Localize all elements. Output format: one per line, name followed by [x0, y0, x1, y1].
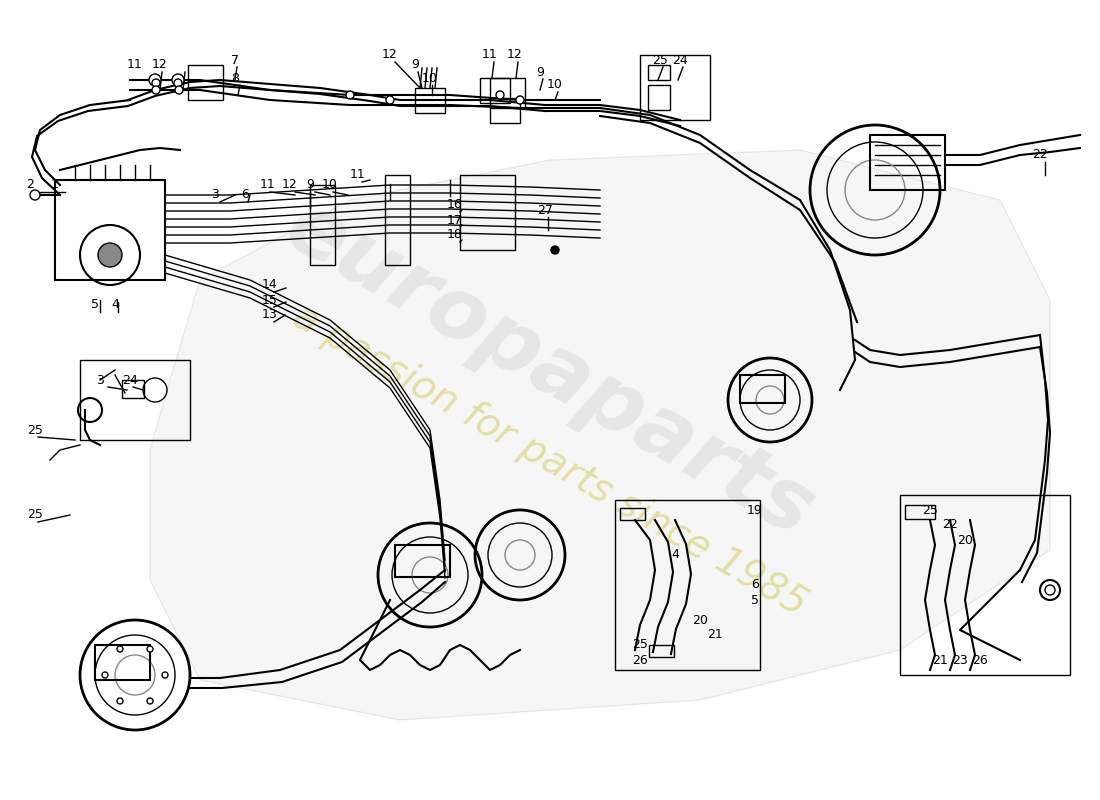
Bar [648, 85, 670, 110]
Circle shape [148, 74, 161, 86]
Bar [740, 375, 785, 403]
Text: 19: 19 [747, 503, 763, 517]
Text: 21: 21 [932, 654, 948, 666]
Circle shape [516, 96, 524, 104]
Bar [870, 135, 945, 190]
Circle shape [496, 91, 504, 99]
Text: 21: 21 [707, 629, 723, 642]
Text: 12: 12 [282, 178, 298, 191]
Bar [310, 185, 336, 265]
Text: 24: 24 [122, 374, 138, 386]
Text: 4: 4 [671, 549, 679, 562]
Text: 6: 6 [241, 189, 249, 202]
Text: 10: 10 [422, 71, 438, 85]
Bar [122, 380, 144, 398]
Text: 12: 12 [152, 58, 168, 71]
Text: 3: 3 [96, 374, 103, 386]
Text: 1: 1 [51, 178, 59, 191]
Text: 9: 9 [536, 66, 543, 78]
Text: 27: 27 [537, 203, 553, 217]
Circle shape [102, 672, 108, 678]
Circle shape [172, 74, 184, 86]
Bar [395, 545, 450, 577]
Bar [648, 65, 670, 80]
Text: 20: 20 [957, 534, 972, 546]
Bar [80, 360, 190, 440]
Text: 3: 3 [211, 189, 219, 202]
Text: 14: 14 [262, 278, 278, 291]
Text: 17: 17 [447, 214, 463, 226]
Text: 15: 15 [262, 294, 278, 306]
Text: 22: 22 [942, 518, 958, 531]
Text: a passion for parts since 1985: a passion for parts since 1985 [286, 297, 814, 623]
Text: 25: 25 [632, 638, 648, 651]
Text: 11: 11 [128, 58, 143, 71]
Text: 26: 26 [632, 654, 648, 666]
Bar [55, 180, 165, 280]
Text: 12: 12 [507, 49, 522, 62]
Text: 7: 7 [231, 54, 239, 66]
Bar [188, 65, 223, 100]
Text: 25: 25 [652, 54, 668, 66]
Circle shape [386, 96, 394, 104]
Circle shape [162, 672, 168, 678]
Text: 16: 16 [447, 198, 463, 211]
Text: 20: 20 [692, 614, 708, 626]
Circle shape [147, 698, 153, 704]
Circle shape [175, 86, 183, 94]
Polygon shape [150, 150, 1050, 720]
Text: 26: 26 [972, 654, 988, 666]
Text: 25: 25 [922, 503, 938, 517]
Text: europaparts: europaparts [272, 185, 828, 555]
Text: 24: 24 [672, 54, 688, 66]
Circle shape [346, 91, 354, 99]
Text: 9: 9 [306, 178, 313, 191]
Text: 25: 25 [28, 423, 43, 437]
Bar [415, 88, 446, 113]
Bar [615, 500, 760, 670]
Bar [490, 98, 520, 123]
Text: 8: 8 [231, 71, 239, 85]
Bar [640, 55, 710, 120]
Bar [620, 508, 645, 520]
Circle shape [117, 646, 123, 652]
Circle shape [174, 79, 182, 87]
Circle shape [30, 190, 40, 200]
Text: 11: 11 [350, 169, 366, 182]
Text: 13: 13 [262, 309, 278, 322]
Circle shape [1045, 585, 1055, 595]
Circle shape [551, 246, 559, 254]
Bar [460, 175, 515, 250]
Circle shape [98, 243, 122, 267]
Circle shape [117, 698, 123, 704]
Circle shape [152, 79, 160, 87]
Text: 9: 9 [411, 58, 419, 71]
Text: 12: 12 [382, 49, 398, 62]
Text: 2: 2 [26, 178, 34, 191]
Bar [905, 505, 935, 519]
Text: 6: 6 [751, 578, 759, 591]
Bar [900, 495, 1070, 675]
Bar [490, 78, 525, 108]
Text: 22: 22 [1032, 149, 1048, 162]
Circle shape [152, 86, 160, 94]
Text: 5: 5 [751, 594, 759, 606]
Text: 4: 4 [111, 298, 119, 311]
Bar [95, 645, 150, 680]
Bar [649, 645, 674, 657]
Text: 11: 11 [260, 178, 276, 191]
Text: 23: 23 [953, 654, 968, 666]
Text: 10: 10 [322, 178, 338, 191]
Text: 10: 10 [547, 78, 563, 91]
Text: 5: 5 [91, 298, 99, 311]
Text: 25: 25 [28, 509, 43, 522]
Circle shape [147, 646, 153, 652]
Text: 11: 11 [482, 49, 498, 62]
Bar [480, 78, 510, 103]
Bar [385, 175, 410, 265]
Text: 18: 18 [447, 229, 463, 242]
